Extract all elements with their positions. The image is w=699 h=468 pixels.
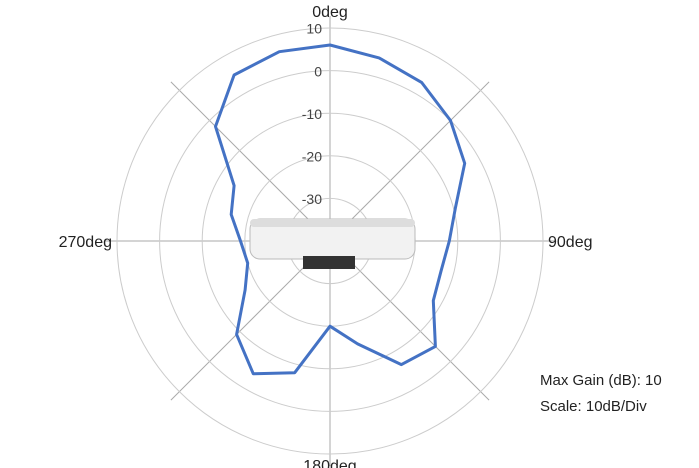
pattern-line: [214, 43, 467, 376]
device-image: [249, 218, 416, 269]
angle-label: 0deg: [312, 4, 348, 21]
spoke: [170, 81, 331, 242]
angle-label: 90deg: [548, 234, 593, 251]
grid-ring: [116, 27, 544, 455]
device-top: [250, 219, 415, 227]
grid-ring: [159, 70, 501, 412]
spoke: [329, 81, 490, 242]
r-tick-label: -10: [302, 106, 322, 122]
angle-label: 180deg: [303, 458, 356, 468]
r-tick-label: -30: [302, 191, 322, 207]
r-tick-label: 0: [314, 63, 322, 79]
angle-label: 270deg: [59, 234, 112, 251]
r-tick-label: -20: [302, 149, 322, 165]
annotation: Max Gain (dB): 10: [540, 372, 662, 389]
grid-ring: [201, 112, 459, 370]
r-tick-label: 10: [306, 21, 322, 37]
annotation: Scale: 10dB/Div: [540, 398, 647, 415]
spoke: [329, 240, 490, 401]
device-bottom: [303, 256, 355, 269]
